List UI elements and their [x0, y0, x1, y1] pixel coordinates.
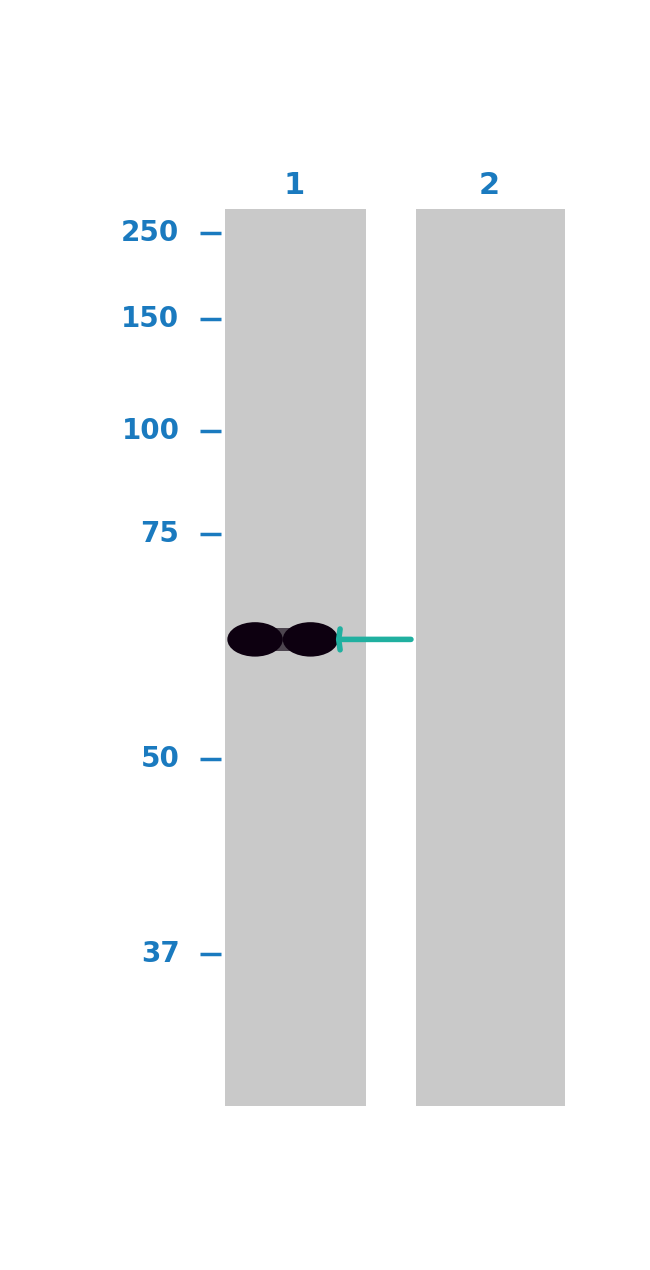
Text: 150: 150	[122, 305, 179, 333]
Text: 2: 2	[478, 171, 500, 201]
Text: 50: 50	[140, 744, 179, 772]
Bar	[225, 210, 366, 1106]
Bar	[416, 210, 565, 1106]
Ellipse shape	[227, 622, 283, 657]
Text: 75: 75	[140, 519, 179, 547]
Text: 37: 37	[141, 940, 179, 968]
Text: 100: 100	[122, 417, 179, 444]
Text: 1: 1	[283, 171, 304, 201]
Ellipse shape	[283, 622, 338, 657]
Bar	[236, 627, 330, 652]
Text: 250: 250	[122, 218, 179, 246]
